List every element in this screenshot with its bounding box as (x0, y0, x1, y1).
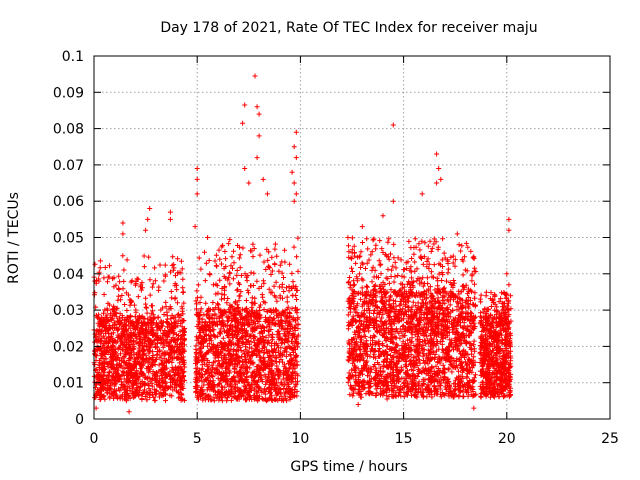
x-tick-label: 25 (601, 431, 619, 447)
y-tick-label: 0.05 (53, 231, 84, 247)
y-tick-label: 0.08 (53, 122, 84, 138)
x-tick-label: 10 (291, 431, 309, 447)
axis-ticks: 0 5 10 15 20 25 0 0.01 0.02 0.03 0.04 0.05 0.06 0.07 0… (53, 49, 619, 447)
grid (94, 56, 610, 419)
x-tick-label: 15 (395, 431, 413, 447)
roti-point-markers (91, 73, 514, 415)
y-tick-label: 0.09 (53, 85, 84, 101)
y-tick-label: 0.04 (53, 267, 84, 283)
x-tick-label: 0 (90, 431, 99, 447)
y-tick-label: 0.02 (53, 339, 84, 355)
x-axis-label: GPS time / hours (290, 459, 407, 475)
y-tick-label: 0.06 (53, 194, 84, 210)
y-axis-label: ROTI / TECUs (6, 192, 22, 284)
chart-title: Day 178 of 2021, Rate Of TEC Index for r… (160, 20, 537, 36)
y-tick-label: 0.07 (53, 158, 84, 174)
x-tick-label: 20 (498, 431, 516, 447)
y-tick-label: 0.03 (53, 303, 84, 319)
data-points (91, 73, 514, 415)
y-tick-label: 0.1 (62, 49, 84, 65)
y-tick-label: 0.01 (53, 376, 84, 392)
x-tick-label: 5 (193, 431, 202, 447)
y-tick-label: 0 (75, 412, 84, 428)
